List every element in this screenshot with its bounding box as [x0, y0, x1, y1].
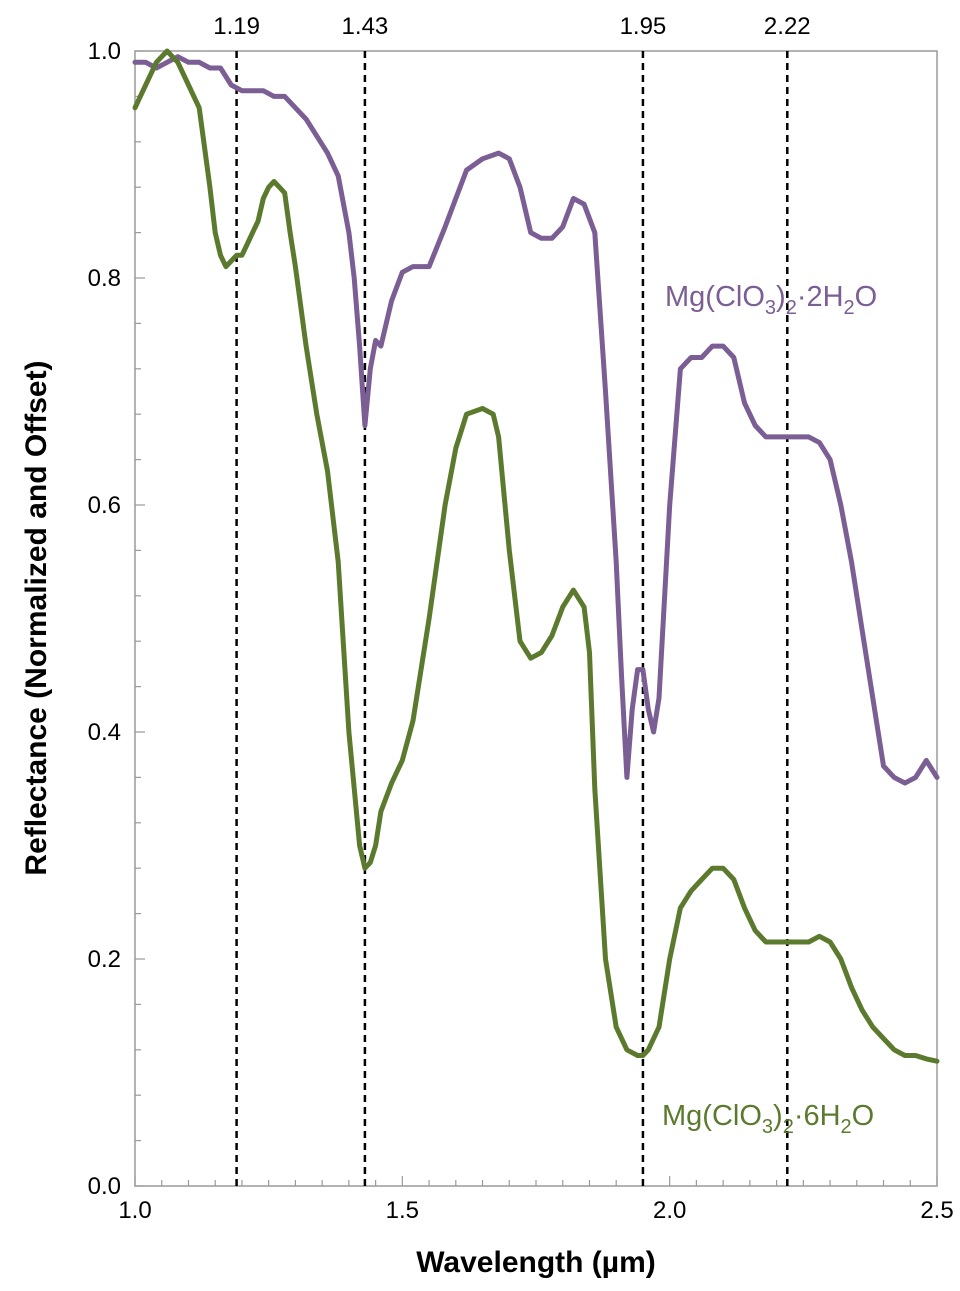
- minor-ticks: [134, 50, 938, 1187]
- marker-label: 1.95: [620, 13, 667, 40]
- marker-label: 2.22: [764, 13, 811, 40]
- x-tick-label: 2.0: [653, 1197, 686, 1224]
- series-lines: [132, 48, 940, 1064]
- y-tick-label: 0.0: [88, 1173, 121, 1200]
- marker-label: 1.19: [213, 13, 260, 40]
- x-axis-title: Wavelength (µm): [416, 1246, 656, 1279]
- y-tick-label: 1.0: [88, 38, 121, 65]
- y-tick-labels: 0.0 0.2 0.4 0.6 0.8 1.0: [88, 38, 121, 1200]
- y-axis-title: Reflectance (Normalized and Offset): [20, 360, 53, 875]
- y-tick-label: 0.4: [88, 719, 121, 746]
- series-line-1: [132, 48, 940, 1064]
- vertical-markers: 1.19 1.43 1.95 2.22: [213, 13, 811, 1186]
- x-tick-labels: 1.0 1.5 2.0 2.5: [118, 1197, 953, 1224]
- y-tick-label: 0.6: [88, 492, 121, 519]
- series-line-0: [132, 54, 940, 786]
- x-tick-label: 1.0: [118, 1197, 151, 1224]
- y-tick-label: 0.2: [88, 946, 121, 973]
- marker-label: 1.43: [342, 13, 389, 40]
- y-tick-label: 0.8: [88, 265, 121, 292]
- series-label-6h2o: Mg(ClO3)2·6H2O: [662, 1100, 874, 1138]
- series-label-2h2o: Mg(ClO3)2·2H2O: [665, 281, 877, 319]
- x-tick-label: 2.5: [920, 1197, 953, 1224]
- x-tick-label: 1.5: [386, 1197, 419, 1224]
